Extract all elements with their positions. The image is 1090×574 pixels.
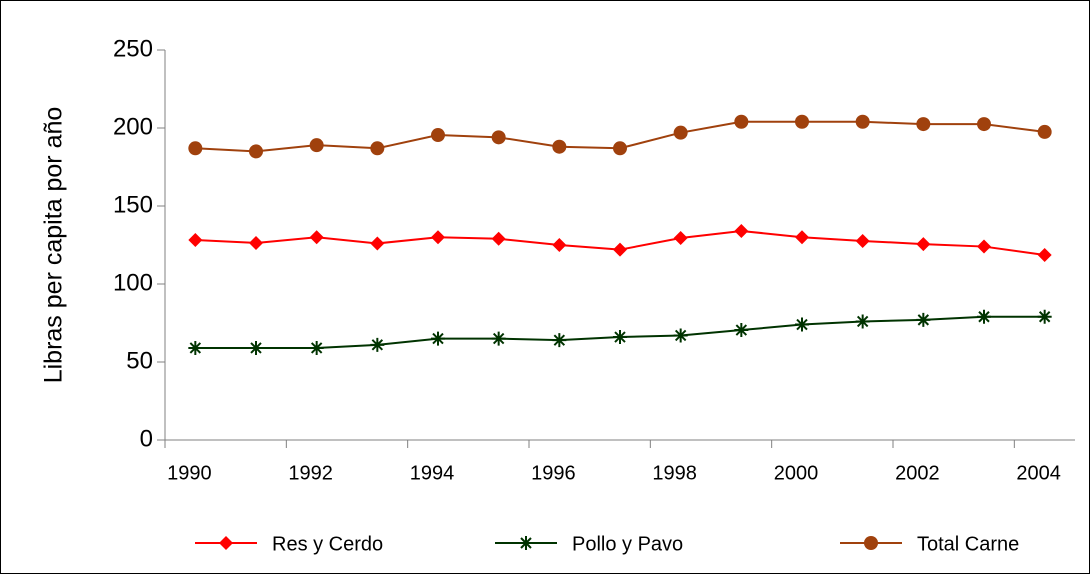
marker xyxy=(249,340,263,355)
y-tick-label: 200 xyxy=(113,113,153,140)
x-tick-label: 1992 xyxy=(288,462,333,484)
x-tick-label: 2002 xyxy=(895,462,940,484)
marker xyxy=(1037,247,1052,262)
marker xyxy=(552,238,567,252)
marker xyxy=(855,314,870,329)
marker xyxy=(916,312,931,327)
marker xyxy=(795,317,809,332)
marker xyxy=(795,114,809,129)
x-tick-label: 1996 xyxy=(531,462,576,484)
marker xyxy=(734,323,749,338)
marker xyxy=(188,233,203,248)
marker xyxy=(370,337,385,352)
marker xyxy=(977,117,991,132)
marker xyxy=(309,230,324,245)
marker xyxy=(613,330,627,345)
marker xyxy=(552,333,567,348)
marker xyxy=(431,331,445,346)
marker xyxy=(795,230,809,245)
y-tick-label: 250 xyxy=(113,35,153,62)
marker xyxy=(916,237,931,252)
marker xyxy=(613,141,627,156)
x-tick-label: 2000 xyxy=(774,462,819,484)
marker xyxy=(431,230,445,245)
marker xyxy=(249,144,263,159)
marker xyxy=(249,235,263,250)
marker xyxy=(188,141,203,156)
marker xyxy=(673,328,688,343)
marker xyxy=(188,340,203,355)
marker xyxy=(977,309,991,324)
y-tick-label: 150 xyxy=(113,191,153,218)
y-tick-label: 100 xyxy=(113,269,153,296)
marker xyxy=(673,230,688,245)
legend-label: Pollo y Pavo xyxy=(572,533,683,555)
marker xyxy=(309,138,324,153)
marker xyxy=(916,117,931,132)
marker xyxy=(864,536,878,550)
marker xyxy=(734,114,749,129)
marker xyxy=(491,231,506,246)
x-tick-label: 2004 xyxy=(1016,462,1061,484)
marker xyxy=(491,130,506,145)
marker xyxy=(855,114,870,129)
legend-label: Total Carne xyxy=(917,533,1019,555)
x-tick-label: 1990 xyxy=(167,462,212,484)
marker xyxy=(431,128,445,143)
x-tick-label: 1994 xyxy=(410,462,455,484)
marker xyxy=(519,536,533,550)
marker xyxy=(552,139,567,154)
marker xyxy=(309,340,324,355)
y-tick-label: 0 xyxy=(140,425,153,452)
legend-label: Res y Cerdo xyxy=(272,533,383,555)
y-axis-label: Libras per capita por año xyxy=(40,107,68,384)
marker xyxy=(370,236,385,251)
marker xyxy=(1037,309,1052,324)
marker xyxy=(977,239,991,254)
marker xyxy=(734,223,749,238)
x-tick-label: 1998 xyxy=(652,462,697,484)
marker xyxy=(1037,124,1052,139)
marker xyxy=(673,125,688,140)
marker xyxy=(491,331,506,346)
marker xyxy=(370,141,385,156)
y-tick-label: 50 xyxy=(126,347,153,374)
marker xyxy=(613,242,627,257)
marker xyxy=(219,536,233,550)
marker xyxy=(855,233,870,248)
